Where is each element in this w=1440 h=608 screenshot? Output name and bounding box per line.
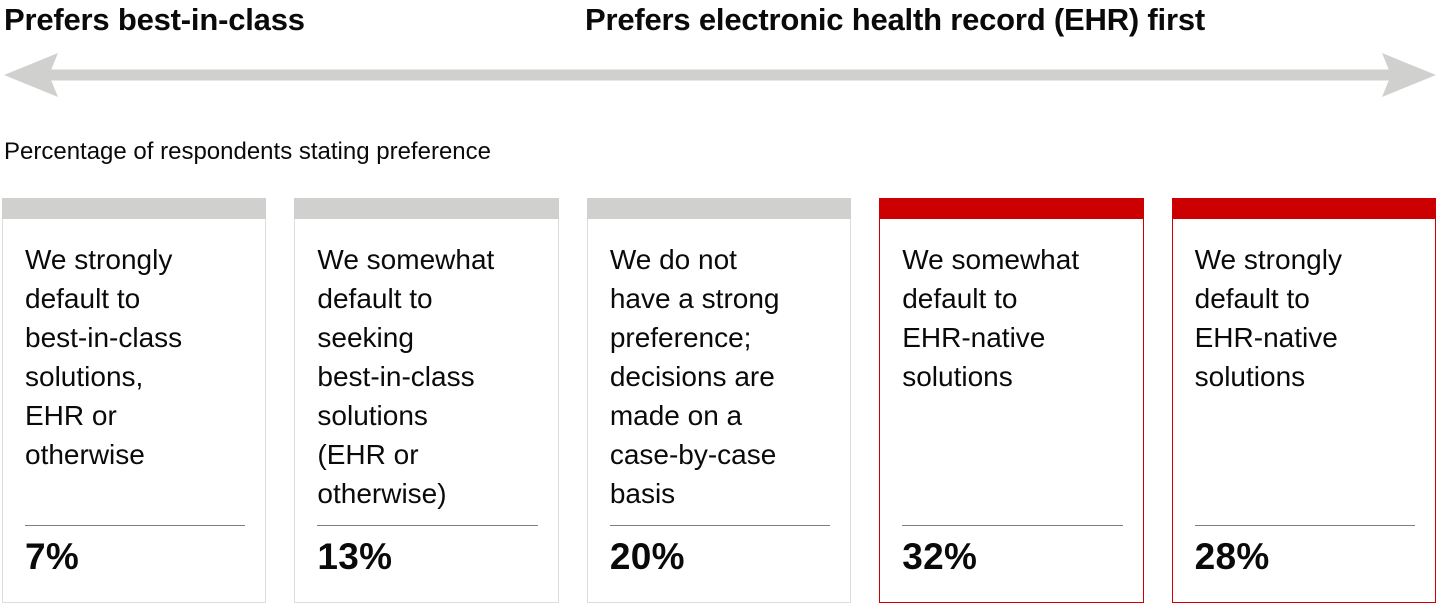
card-label: We strongly default to EHR-native soluti…	[1194, 244, 1342, 392]
preference-cards: We strongly default to best-in-class sol…	[2, 198, 1437, 603]
card-top-bar	[294, 198, 559, 219]
card-divider	[902, 525, 1123, 526]
preference-card-strongly-ehr-native: We strongly default to EHR-native soluti…	[1171, 198, 1437, 603]
chart-subtitle: Percentage of respondents stating prefer…	[4, 138, 491, 165]
preference-card-strongly-best-in-class: We strongly default to best-in-class sol…	[2, 198, 267, 603]
card-label: We somewhat default to EHR-native soluti…	[902, 244, 1080, 392]
card-value: 20%	[609, 536, 685, 577]
card-footer: 28%	[1194, 525, 1416, 577]
preference-card-somewhat-best-in-class: We somewhat default to seeking best-in-c…	[294, 198, 559, 603]
card-value: 7%	[25, 536, 80, 577]
card-top-bar	[1171, 198, 1437, 219]
card-value: 28%	[1194, 536, 1270, 577]
card-value: 13%	[317, 536, 393, 577]
preference-card-no-strong-preference: We do not have a strong preference; deci…	[586, 198, 852, 603]
card-divider	[317, 525, 538, 526]
double-headed-arrow-icon	[4, 53, 1436, 97]
card-divider	[25, 525, 246, 526]
card-footer: 20%	[609, 525, 831, 577]
card-footer: 7%	[25, 525, 246, 577]
card-top-bar	[586, 198, 852, 219]
spectrum-right-heading: Prefers electronic health record (EHR) f…	[585, 2, 1205, 37]
card-divider	[609, 525, 831, 526]
card-label: We do not have a strong preference; deci…	[609, 244, 780, 509]
card-label: We somewhat default to seeking best-in-c…	[317, 244, 495, 509]
card-label: We strongly default to best-in-class sol…	[25, 244, 183, 470]
card-footer: 13%	[317, 525, 538, 577]
card-value: 32%	[902, 536, 978, 577]
card-footer: 32%	[902, 525, 1123, 577]
card-top-bar	[879, 198, 1144, 219]
card-top-bar	[2, 198, 267, 219]
spectrum-left-heading: Prefers best-in-class	[4, 2, 305, 37]
preference-card-somewhat-ehr-native: We somewhat default to EHR-native soluti…	[879, 198, 1144, 603]
card-divider	[1194, 525, 1416, 526]
